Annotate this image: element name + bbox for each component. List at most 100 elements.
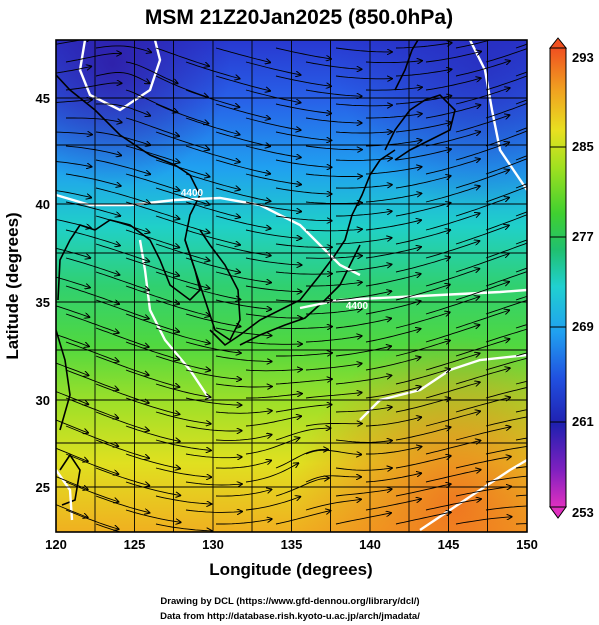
wind-streamline xyxy=(65,509,119,529)
wind-streamline xyxy=(65,53,121,63)
wind-streamline xyxy=(395,340,450,357)
wind-streamline xyxy=(215,243,271,256)
wind-streamline xyxy=(365,301,421,315)
wind-streamline xyxy=(65,257,119,275)
wind-streamline xyxy=(275,215,332,221)
wind-streamline xyxy=(155,103,208,124)
wind-streamline xyxy=(455,115,509,133)
wind-streamline xyxy=(455,254,509,273)
wind-streamlines xyxy=(56,40,527,532)
wind-streamline xyxy=(306,282,362,287)
wind-streamline xyxy=(515,523,527,525)
wind-streamline xyxy=(395,203,450,217)
wind-streamline xyxy=(455,198,509,217)
plot-frame xyxy=(55,39,528,533)
wind-streamline xyxy=(155,215,210,233)
wind-streamline xyxy=(395,427,451,441)
wind-streamline xyxy=(215,384,272,387)
wind-streamline xyxy=(56,476,88,489)
wind-streamline xyxy=(515,437,527,441)
wind-streamline xyxy=(185,482,242,485)
wind-streamline xyxy=(425,241,479,259)
credit-line-1: Drawing by DCL (https://www.gfd-dennou.o… xyxy=(160,596,419,607)
wind-streamline xyxy=(485,214,527,231)
wind-streamline xyxy=(455,142,509,161)
wind-streamline xyxy=(425,78,481,91)
wind-streamline xyxy=(95,467,149,486)
wind-streamline xyxy=(215,435,272,441)
wind-streamline xyxy=(425,186,480,203)
wind-streamline xyxy=(275,405,332,413)
wind-streamline xyxy=(455,88,510,105)
colorbar-tick-label: 293 xyxy=(572,50,594,65)
wind-streamline xyxy=(185,510,242,512)
wind-streamline xyxy=(65,369,118,390)
wind-streamline xyxy=(56,161,92,167)
wind-streamline xyxy=(185,453,242,458)
wind-streamline xyxy=(305,424,362,427)
wind-streamline xyxy=(95,131,150,145)
wind-streamline xyxy=(485,387,527,399)
wind-streamline xyxy=(425,353,480,371)
wind-streamline xyxy=(485,328,527,343)
wind-streamline xyxy=(335,468,392,470)
wind-streamline xyxy=(95,355,149,375)
wind-streamline xyxy=(335,513,391,525)
wind-streamline xyxy=(425,382,480,399)
wind-streamline xyxy=(56,447,88,461)
wind-streamline xyxy=(305,256,362,259)
wind-streamline xyxy=(425,132,480,147)
wind-streamline xyxy=(335,291,391,301)
wind-streamline xyxy=(515,183,527,189)
wind-streamline xyxy=(425,159,480,175)
colorbar-bar xyxy=(549,47,567,508)
wind-streamline xyxy=(365,274,421,287)
wind-streamline xyxy=(305,364,362,371)
credit-line-2: Data from http://database.rish.kyoto-u.a… xyxy=(160,611,420,622)
wind-streamline xyxy=(95,411,149,431)
wind-streamline xyxy=(155,327,210,343)
wind-streamline xyxy=(425,411,480,427)
wind-streamline xyxy=(336,211,392,217)
wind-streamline xyxy=(515,352,527,357)
wind-streamline xyxy=(245,342,302,344)
wind-streamline xyxy=(275,103,331,113)
wind-streamline xyxy=(515,155,527,161)
x-tick-label: 150 xyxy=(516,537,538,552)
x-tick-label: 145 xyxy=(438,537,460,552)
wind-streamline xyxy=(425,269,479,287)
wind-streamline xyxy=(95,159,150,174)
wind-streamline xyxy=(485,130,527,147)
wind-streamline xyxy=(515,267,527,273)
wind-streamline xyxy=(155,187,210,205)
wind-streamline xyxy=(485,242,527,259)
wind-streamline xyxy=(395,257,450,273)
wind-streamline xyxy=(365,220,421,231)
wind-streamline xyxy=(455,487,511,497)
wind-streamline xyxy=(455,61,510,77)
wind-streamline xyxy=(155,439,211,450)
wind-streamline xyxy=(425,213,480,231)
wind-streamline xyxy=(245,463,298,483)
wind-streamline xyxy=(515,43,527,49)
wind-streamline xyxy=(305,499,361,511)
wind-streamline xyxy=(455,517,512,525)
credits: Drawing by DCL (https://www.gfd-dennou.o… xyxy=(160,596,420,622)
y-tick-label: 45 xyxy=(36,91,50,106)
wind-streamline xyxy=(275,159,332,167)
wind-streamline xyxy=(365,499,421,511)
wind-streamline xyxy=(425,470,481,483)
wind-streamline xyxy=(425,105,480,119)
wind-streamline xyxy=(395,176,451,189)
wind-streamline xyxy=(395,43,452,49)
wind-streamline xyxy=(515,494,527,497)
wind-streamline xyxy=(515,380,527,385)
wind-streamline xyxy=(155,411,211,424)
y-tick-label: 35 xyxy=(36,295,50,310)
wind-streamline xyxy=(215,327,271,336)
map-plot-area: 4400 4400 xyxy=(55,39,528,533)
y-tick-label: 30 xyxy=(36,393,50,408)
wind-streamline xyxy=(485,48,527,63)
wind-streamline xyxy=(275,131,331,140)
